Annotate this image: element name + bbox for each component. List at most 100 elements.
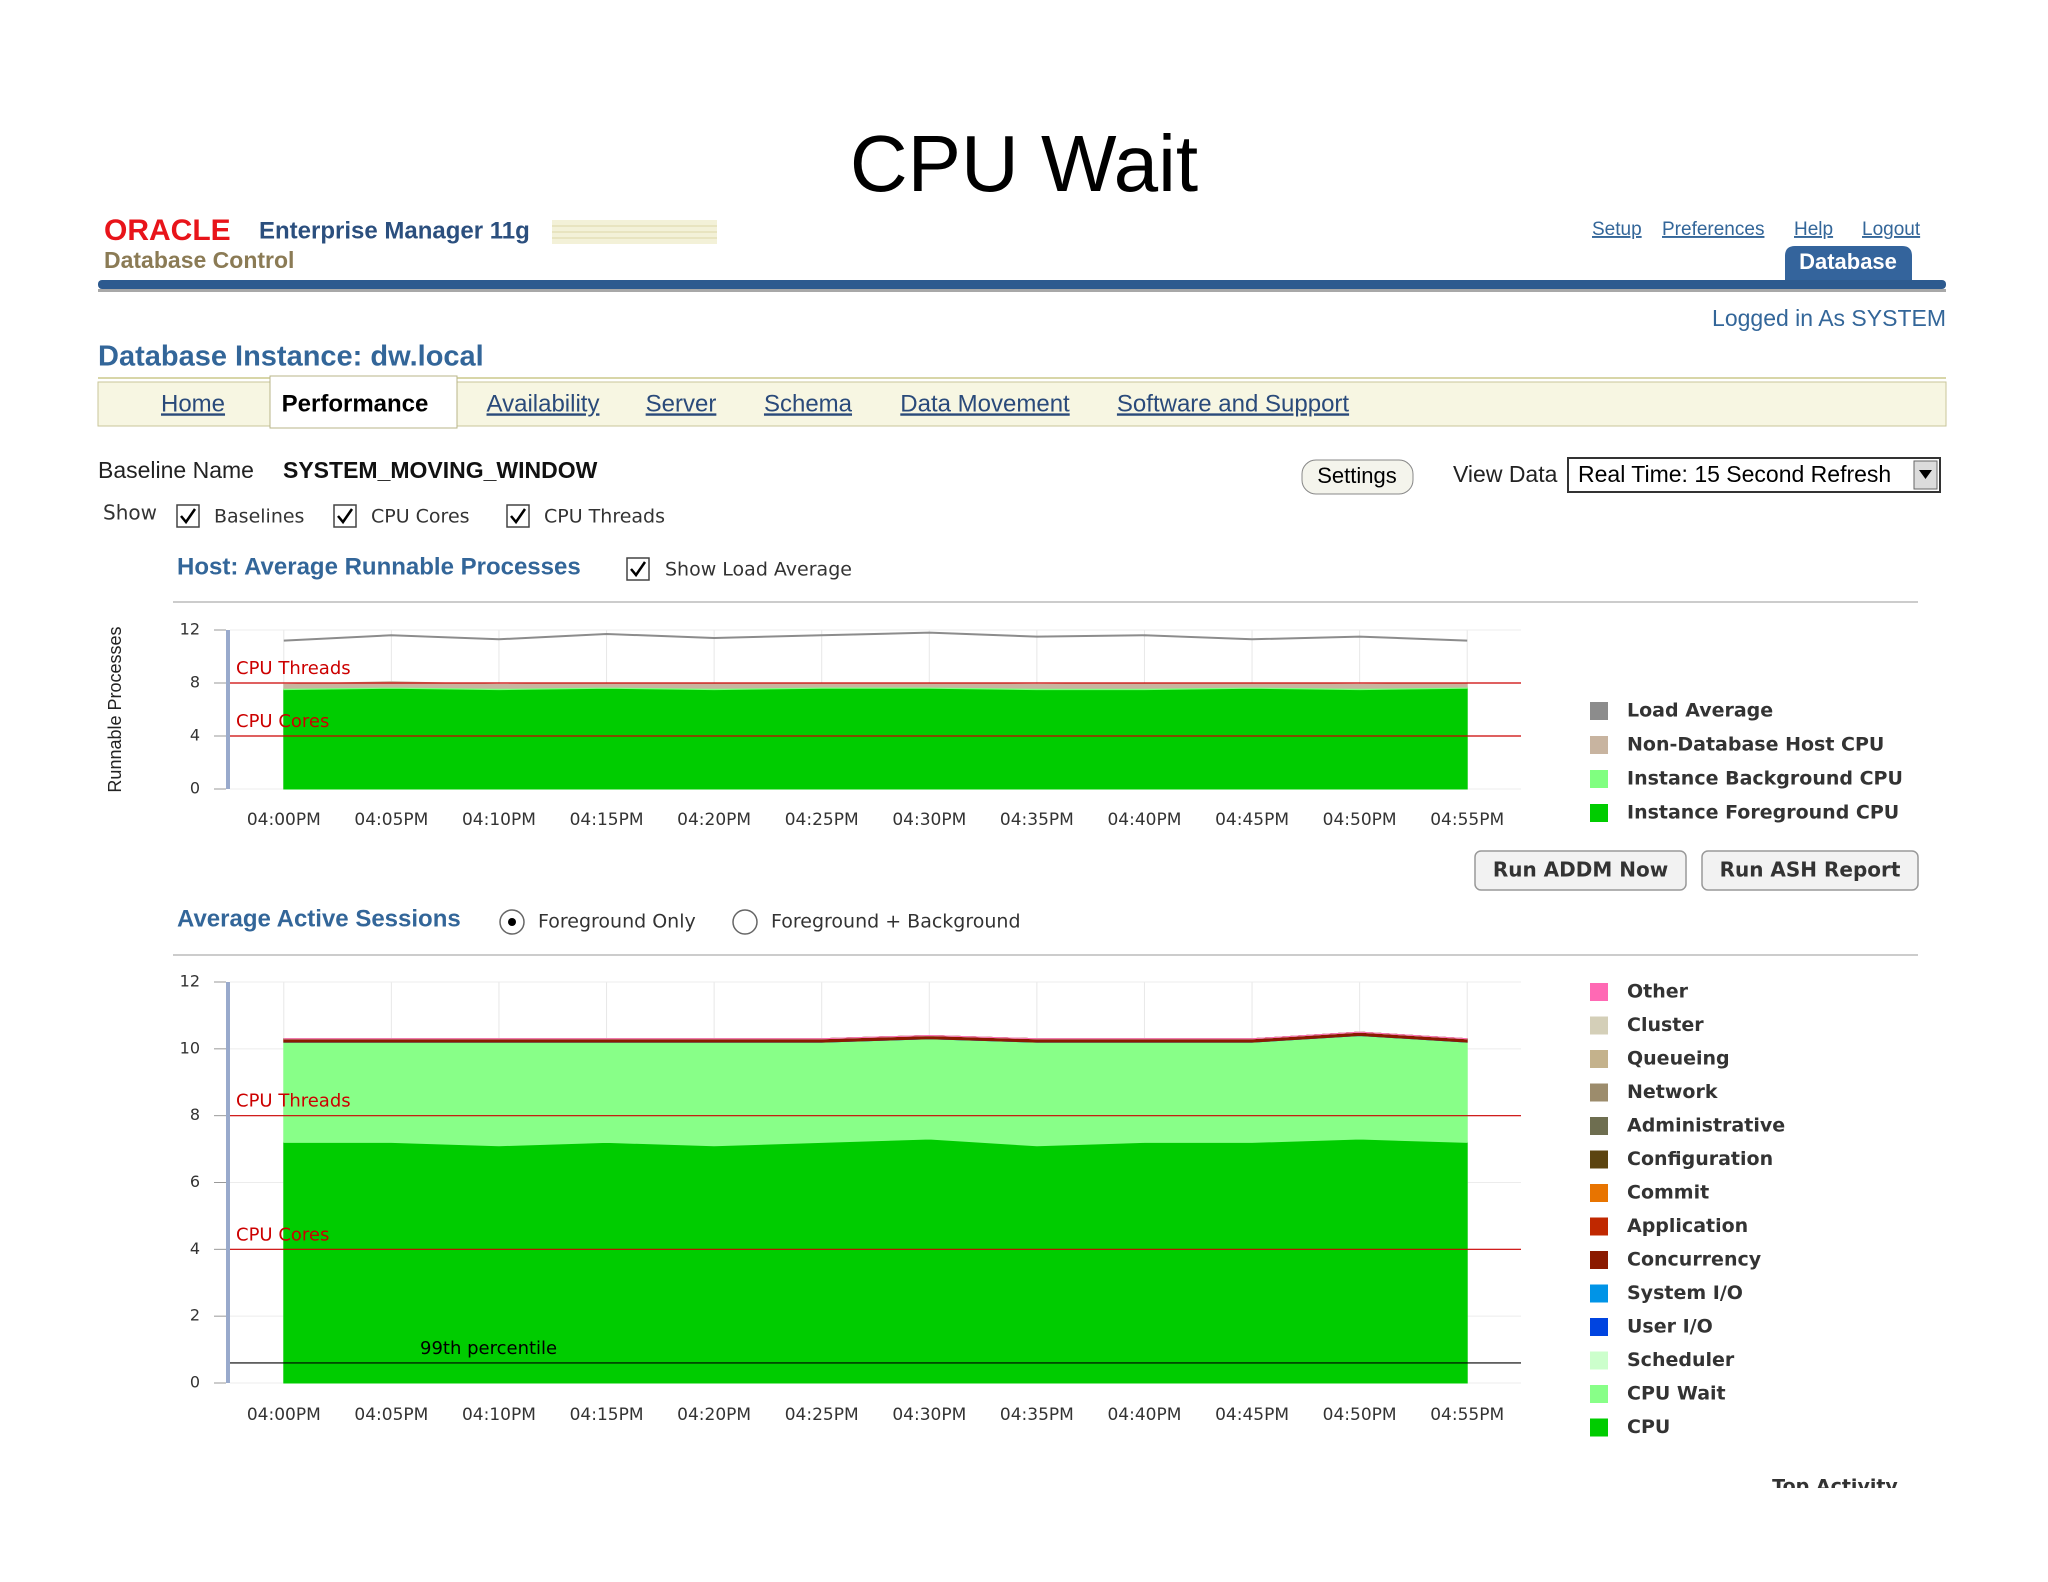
checkbox[interactable] [333, 504, 357, 528]
x-tick-label: 04:10PM [462, 1405, 536, 1425]
x-tick-label: 04:15PM [570, 810, 644, 830]
header-link[interactable]: Preferences [1662, 219, 1764, 240]
nav-tab[interactable]: Schema [764, 390, 853, 417]
slide-title: CPU Wait [850, 119, 1198, 208]
checkmark [337, 508, 354, 525]
legend-label: System I/O [1627, 1282, 1743, 1304]
legend-swatch [1590, 736, 1608, 754]
legend-swatch [1590, 1083, 1608, 1102]
x-tick-label: 04:05PM [354, 810, 428, 830]
checkbox-label[interactable]: CPU Threads [544, 506, 665, 528]
nav-tab[interactable]: Performance [282, 390, 429, 417]
legend-label: Configuration [1627, 1148, 1773, 1170]
y-axis-label: Runnable Processes [105, 626, 125, 792]
legend-label: Network [1627, 1081, 1718, 1103]
legend-swatch [1590, 1117, 1608, 1135]
legend-swatch [1590, 770, 1608, 788]
legend-label: Other [1627, 981, 1689, 1003]
product-name: Enterprise Manager 11g [259, 217, 530, 244]
legend-label: Administrative [1627, 1115, 1785, 1137]
x-tick-label: 04:35PM [1000, 1405, 1074, 1425]
product-subtitle: Database Control [104, 247, 294, 273]
y-tick-label: 10 [180, 1038, 200, 1057]
x-tick-label: 04:30PM [892, 810, 966, 830]
area [283, 687, 1468, 790]
checkbox[interactable] [176, 504, 200, 528]
login-info: Logged in As SYSTEM [1712, 305, 1946, 331]
legend-swatch [1590, 1385, 1608, 1403]
x-tick-label: 04:10PM [462, 810, 536, 830]
settings-button-label[interactable]: Settings [1317, 463, 1397, 488]
button[interactable] [1701, 850, 1919, 891]
nav-tab[interactable]: Home [161, 390, 225, 417]
legend-swatch [1590, 1351, 1608, 1370]
button-label[interactable]: Run ADDM Now [1493, 858, 1668, 882]
checkbox-label[interactable]: Show Load Average [665, 559, 852, 581]
y-tick-label: 0 [190, 1373, 200, 1392]
x-tick-label: 04:35PM [1000, 810, 1074, 830]
x-tick-label: 04:45PM [1215, 1405, 1289, 1425]
settings-button[interactable] [1301, 459, 1414, 495]
baseline-value: SYSTEM_MOVING_WINDOW [283, 457, 598, 483]
x-tick-label: 04:00PM [247, 810, 321, 830]
radio[interactable] [732, 909, 758, 935]
radio-label[interactable]: Foreground + Background [771, 911, 1021, 933]
header-link[interactable]: Setup [1592, 219, 1642, 240]
reference-label: 99th percentile [420, 1338, 557, 1359]
legend-swatch [1590, 983, 1608, 1001]
top-activity-label[interactable]: Top Activity [1772, 1476, 1898, 1498]
legend-label: Scheduler [1627, 1349, 1735, 1371]
legend-label: Application [1627, 1215, 1748, 1237]
x-tick-label: 04:05PM [354, 1405, 428, 1425]
y-tick-label: 2 [190, 1306, 200, 1325]
legend-label: User I/O [1627, 1316, 1713, 1338]
area [283, 1034, 1468, 1147]
checkbox[interactable] [626, 557, 650, 581]
x-tick-label: 04:25PM [785, 810, 859, 830]
legend-label: Cluster [1627, 1014, 1704, 1036]
checkmark [180, 508, 197, 525]
legend-swatch [1590, 1184, 1608, 1202]
radio-label[interactable]: Foreground Only [538, 911, 696, 933]
legend-label: Instance Foreground CPU [1627, 802, 1899, 824]
x-tick-label: 04:55PM [1430, 1405, 1504, 1425]
header-bar-shadow [98, 289, 1946, 292]
legend-swatch [1590, 1217, 1608, 1236]
x-tick-label: 04:30PM [892, 1405, 966, 1425]
view-data-select[interactable] [1567, 457, 1941, 493]
checkbox[interactable] [506, 504, 530, 528]
checkmark [510, 508, 527, 525]
y-tick-label: 0 [190, 779, 200, 798]
button[interactable] [1474, 850, 1687, 891]
header-link[interactable]: Help [1794, 219, 1833, 240]
legend-label: Non-Database Host CPU [1627, 734, 1884, 756]
nav-tab[interactable]: Server [646, 390, 717, 417]
x-tick-label: 04:40PM [1107, 810, 1181, 830]
legend-label: Load Average [1627, 700, 1773, 722]
checkbox-label[interactable]: Baselines [214, 506, 304, 528]
nav-tab[interactable]: Availability [487, 390, 600, 417]
page-title: Database Instance: dw.local [98, 341, 484, 373]
header-link[interactable]: Logout [1862, 219, 1921, 240]
x-tick-label: 04:50PM [1323, 1405, 1397, 1425]
nav-tab[interactable]: Software and Support [1117, 390, 1349, 417]
button-label[interactable]: Run ASH Report [1720, 858, 1901, 882]
y-tick-label: 12 [180, 972, 200, 991]
database-tab-label[interactable]: Database [1799, 249, 1897, 274]
x-tick-label: 04:45PM [1215, 810, 1289, 830]
view-data-value[interactable]: Real Time: 15 Second Refresh [1578, 461, 1891, 487]
legend-swatch [1590, 702, 1608, 720]
section-title: Average Active Sessions [177, 905, 461, 932]
legend-label: Instance Background CPU [1627, 768, 1903, 790]
y-tick-label: 4 [190, 726, 200, 745]
reference-label: CPU Cores [236, 711, 329, 732]
select-arrow [1919, 470, 1932, 479]
checkbox-label[interactable]: CPU Cores [371, 506, 470, 528]
legend-label: Queueing [1627, 1048, 1730, 1070]
legend-label: Concurrency [1627, 1249, 1762, 1271]
legend-swatch [1590, 804, 1608, 822]
x-tick-label: 04:25PM [785, 1405, 859, 1425]
nav-tab[interactable]: Data Movement [900, 390, 1070, 417]
